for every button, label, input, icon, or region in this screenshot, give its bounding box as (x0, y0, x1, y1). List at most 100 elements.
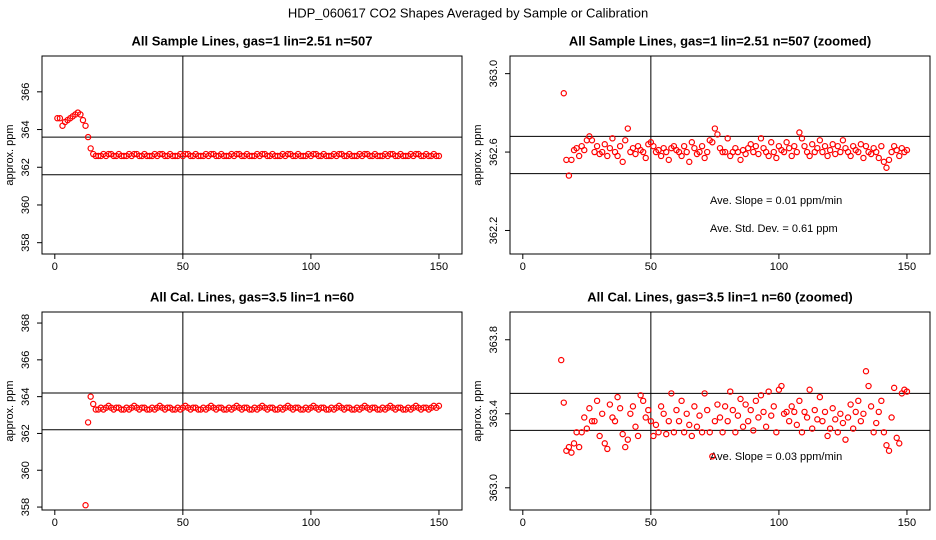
data-point (721, 148, 729, 156)
x-tick-label: 0 (52, 261, 58, 273)
data-point (665, 417, 672, 425)
data-point (862, 142, 870, 150)
data-point (839, 137, 847, 144)
data-point (765, 388, 772, 395)
data-point (842, 436, 849, 443)
data-point (857, 141, 865, 148)
y-tick-label: 366 (20, 351, 32, 369)
data-point (873, 419, 880, 427)
y-tick-label: 362 (20, 424, 32, 442)
data-point (727, 388, 734, 395)
data-point (570, 440, 578, 447)
data-point (806, 152, 813, 160)
data-point (747, 141, 754, 148)
data-point (791, 142, 798, 150)
data-point (588, 417, 596, 425)
data-point (568, 156, 575, 164)
data-point (642, 154, 649, 162)
data-point (752, 142, 760, 150)
data-point (680, 142, 688, 150)
data-point (783, 139, 790, 146)
data-point (691, 403, 698, 410)
data-point (622, 443, 629, 451)
data-point (770, 148, 777, 156)
data-point (84, 419, 92, 426)
data-point (875, 154, 882, 162)
plot-frame (509, 311, 931, 511)
data-point (686, 421, 693, 429)
data-point (565, 172, 573, 179)
data-point (688, 432, 696, 440)
data-point (665, 156, 672, 164)
data-point (698, 142, 706, 150)
y-axis-label: approx. ppm (472, 380, 484, 441)
data-point (816, 393, 824, 401)
data-point (883, 164, 890, 171)
y-tick-label: 358 (20, 234, 32, 252)
data-point (601, 440, 608, 447)
data-point (768, 139, 775, 146)
data-point (560, 90, 567, 97)
data-point (575, 443, 583, 451)
data-point (709, 453, 716, 460)
plot-frame (509, 55, 931, 255)
data-point (639, 148, 647, 156)
data-point (435, 402, 443, 410)
data-point (755, 414, 762, 421)
data-point (732, 429, 739, 436)
data-point (624, 125, 632, 132)
data-point (862, 368, 870, 375)
data-point (729, 406, 737, 414)
data-point (893, 434, 900, 442)
y-tick-label: 358 (20, 498, 32, 516)
x-tick-label: 50 (177, 261, 189, 273)
data-point (683, 410, 690, 417)
data-point (757, 135, 765, 142)
data-point (737, 156, 744, 164)
data-point (650, 432, 657, 440)
data-point (821, 408, 829, 416)
data-point (829, 141, 836, 148)
data-point (433, 152, 440, 160)
plot-frame (41, 55, 463, 255)
data-point (773, 429, 780, 436)
data-point (773, 154, 780, 162)
data-point (601, 141, 608, 148)
data-point (583, 425, 591, 432)
data-point (798, 429, 806, 436)
x-tick-label: 100 (302, 517, 320, 529)
data-point (824, 432, 831, 440)
data-point (796, 129, 803, 136)
data-point (888, 414, 895, 421)
y-axis-label: approx. ppm (4, 124, 16, 185)
data-point (903, 388, 911, 395)
data-point (890, 384, 898, 392)
data-point (857, 417, 865, 425)
data-point (673, 406, 680, 414)
x-tick-label: 50 (177, 517, 189, 529)
data-point (847, 401, 854, 408)
data-point (847, 152, 854, 160)
plot-frame (41, 311, 463, 511)
annotation: Ave. Slope = 0.03 ppm/min (710, 451, 842, 463)
data-point (716, 414, 724, 421)
data-point (808, 425, 816, 432)
data-point (719, 148, 726, 156)
data-point (616, 142, 624, 150)
data-point (568, 449, 575, 456)
x-tick-label: 150 (898, 261, 916, 273)
data-point (765, 152, 772, 160)
data-point (634, 432, 642, 440)
data-point (860, 154, 867, 162)
x-tick-label: 0 (52, 517, 58, 529)
data-point (79, 116, 87, 124)
x-tick-label: 150 (898, 517, 916, 529)
data-point (737, 395, 744, 403)
data-point (755, 150, 762, 158)
data-point (578, 429, 585, 436)
y-tick-label: 360 (20, 461, 32, 479)
data-point (619, 430, 626, 438)
data-point (696, 412, 703, 419)
data-point (596, 432, 603, 440)
data-point (880, 158, 888, 166)
